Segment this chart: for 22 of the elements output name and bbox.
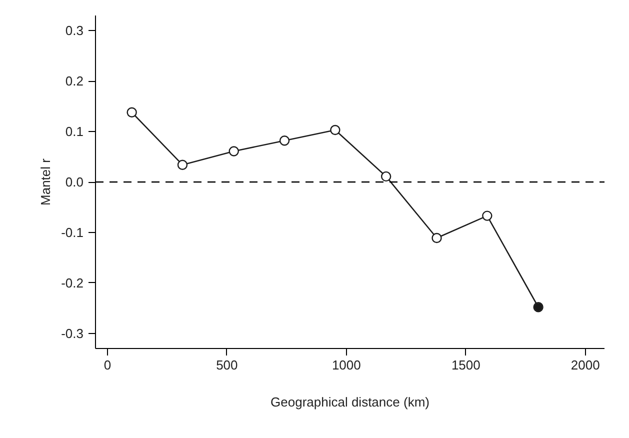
y-tick-label: 0.1 — [65, 124, 84, 140]
y-tick-label: 0.0 — [65, 174, 84, 190]
y-axis-title: Mantel r — [38, 158, 54, 206]
x-tick-label: 2000 — [570, 358, 600, 372]
x-tick-label: 1000 — [332, 358, 361, 372]
point — [380, 171, 392, 182]
point — [482, 210, 492, 221]
point — [432, 232, 442, 244]
point — [330, 124, 340, 136]
point — [228, 146, 239, 156]
point — [177, 160, 188, 170]
x-tick-label: 0 — [104, 358, 112, 372]
y-tick-label: -0.1 — [61, 224, 84, 240]
point — [126, 107, 137, 118]
x-tick-label: 1500 — [451, 358, 480, 372]
y-tick-label: 0.2 — [65, 74, 84, 89]
point — [279, 136, 290, 146]
y-tick-label: -0.3 — [61, 326, 84, 341]
y-tick-label: -0.2 — [61, 275, 84, 290]
x-axis-title: Geographical distance (km) — [270, 394, 430, 410]
y-tick-label: 0.3 — [65, 23, 84, 38]
x-tick-label: 500 — [216, 358, 238, 372]
